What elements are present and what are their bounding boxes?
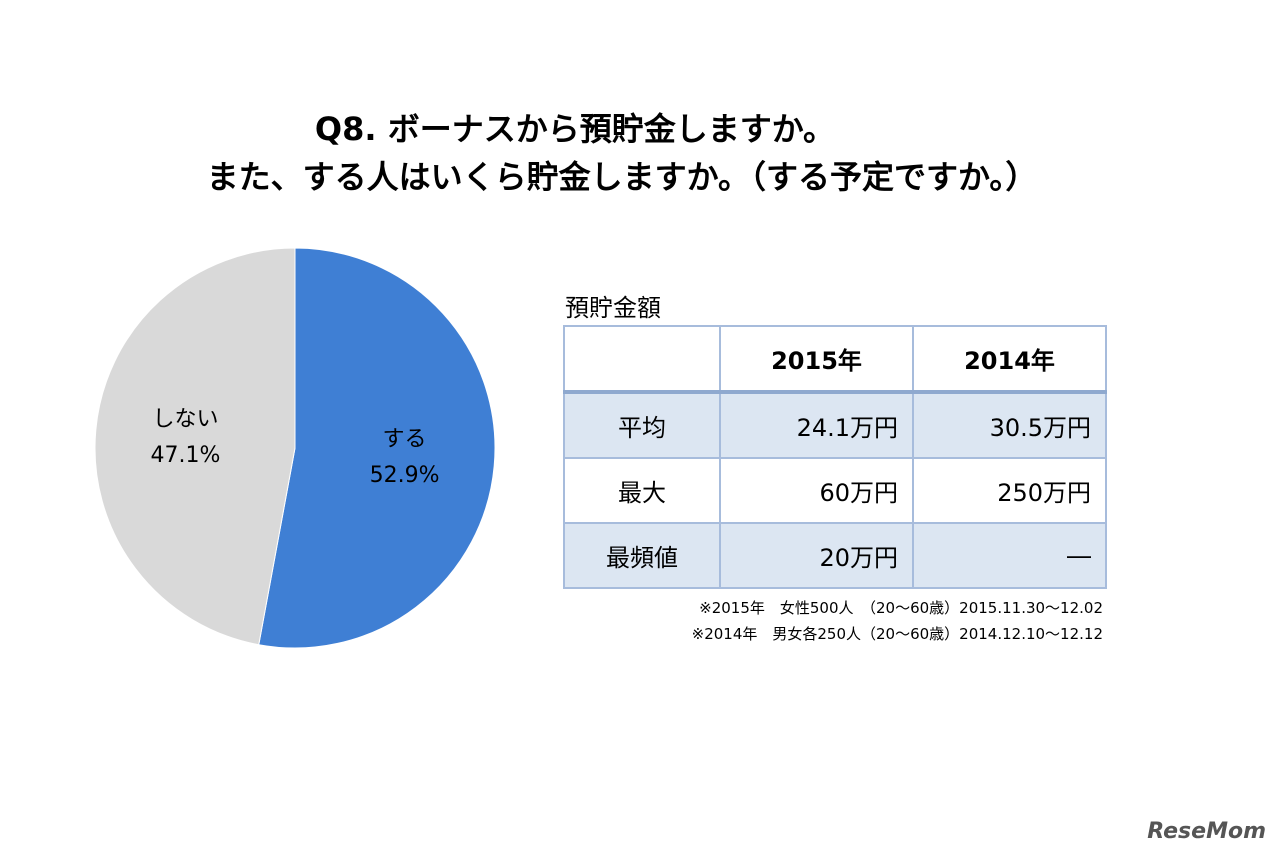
table-cell: 30.5万円 xyxy=(912,391,1107,459)
table-cell: 250万円 xyxy=(912,457,1107,524)
chart-title: また、する人はいくら貯金しますか。（する予定ですか。） xyxy=(207,158,1038,196)
table-cell: 20万円 xyxy=(719,522,914,589)
slice-label: する xyxy=(383,427,427,452)
table-cell: 60万円 xyxy=(719,457,914,524)
note: ※2015年 女性500人 （20～60歳）2015.11.30～12.02 xyxy=(699,599,1103,617)
table-title: 預貯金額 xyxy=(565,294,661,322)
row-header: 最頻値 xyxy=(563,522,721,589)
pie-slice xyxy=(258,247,496,649)
slice-label: しない xyxy=(152,407,218,432)
table-row: 2015年 2014年 xyxy=(563,325,1107,394)
row-header: 平均 xyxy=(563,391,721,459)
value-label: 47.1% xyxy=(151,443,221,468)
pie-slice xyxy=(94,247,296,646)
row-header: 最大 xyxy=(563,457,721,524)
note: ※2014年 男女各250人（20～60歳）2014.12.10～12.12 xyxy=(691,625,1103,643)
header-cell: 2014年 xyxy=(912,325,1107,394)
table-row: 最大 60万円 250万円 xyxy=(563,457,1107,524)
corner-cell xyxy=(563,325,721,394)
value-label: 52.9% xyxy=(370,463,440,488)
table-row: 平均 24.1万円 30.5万円 xyxy=(563,391,1107,459)
header-cell: 2015年 xyxy=(719,325,914,394)
watermark: ReseMom xyxy=(1147,819,1266,844)
table-row: 最頻値 20万円 ― xyxy=(563,522,1107,589)
table-cell: 24.1万円 xyxy=(719,391,914,459)
table-cell: ― xyxy=(912,522,1107,589)
chart-title: Q8. ボーナスから預貯金しますか。 xyxy=(315,110,835,148)
table: 2015年 2014年 平均 24.1万円 30.5万円 最大 60万円 250万円 最頻値 20… xyxy=(563,325,1107,589)
